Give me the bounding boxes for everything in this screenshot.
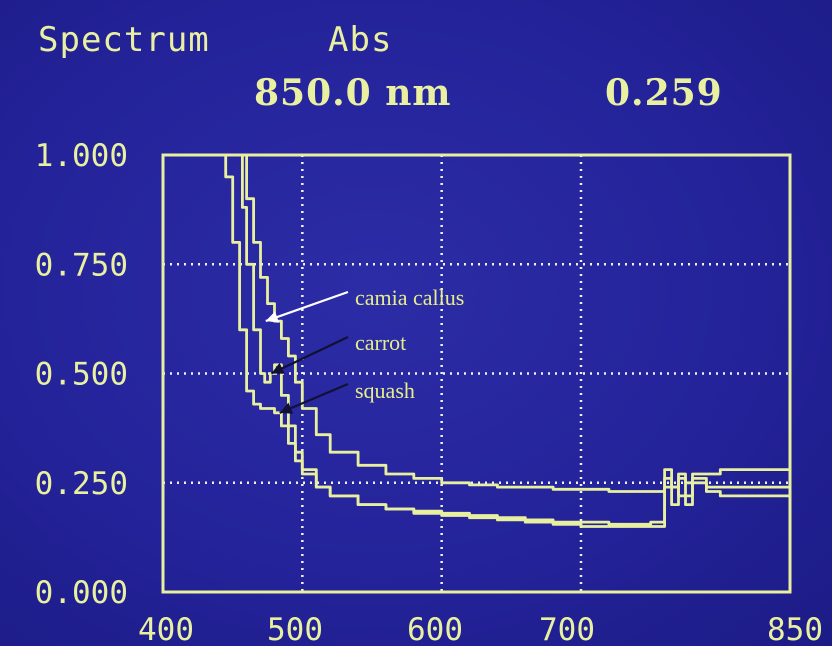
y-tick-label: 0.250 bbox=[35, 466, 128, 502]
wavelength-readout: 850.0 nm bbox=[254, 72, 452, 114]
annotation-label: carrot bbox=[355, 330, 406, 355]
annotation-arrowhead bbox=[265, 311, 280, 323]
annotation-label: camia callus bbox=[355, 285, 464, 310]
annotation-arrowhead bbox=[271, 362, 285, 374]
chart-series bbox=[218, 153, 790, 528]
y-tick-label: 0.500 bbox=[35, 357, 128, 393]
annotation-arrow bbox=[265, 290, 349, 323]
series-line-squash bbox=[218, 153, 790, 528]
y-tick-label: 1.000 bbox=[35, 138, 128, 174]
x-tick-label: 700 bbox=[539, 612, 595, 646]
y-axis-ticks: 1.000 0.750 0.500 0.250 0.000 bbox=[35, 138, 128, 611]
x-tick-label: 400 bbox=[138, 612, 194, 646]
annotation-label: squash bbox=[355, 378, 415, 403]
y-tick-label: 0.000 bbox=[35, 575, 128, 611]
y-tick-label: 0.750 bbox=[35, 247, 128, 283]
x-axis-ticks: 400 500 600 700 850 bbox=[138, 612, 823, 646]
series-line-carrot bbox=[229, 153, 790, 526]
annotation-arrow bbox=[279, 382, 349, 414]
chart-grid bbox=[163, 155, 790, 592]
annotation-arrow bbox=[270, 336, 349, 375]
x-tick-label: 850 bbox=[767, 612, 823, 646]
absorbance-readout: 0.259 bbox=[605, 72, 723, 114]
chart-frame bbox=[161, 153, 792, 594]
mode-label: Spectrum bbox=[38, 20, 210, 60]
x-tick-label: 500 bbox=[267, 612, 323, 646]
plot-frame bbox=[161, 153, 792, 594]
annotation-arrowhead bbox=[279, 402, 294, 414]
measure-label: Abs bbox=[328, 20, 393, 60]
x-tick-label: 600 bbox=[407, 612, 463, 646]
chart-annotations: camia callus carrot squash bbox=[265, 285, 464, 414]
series-line-camia-callus bbox=[229, 153, 790, 493]
